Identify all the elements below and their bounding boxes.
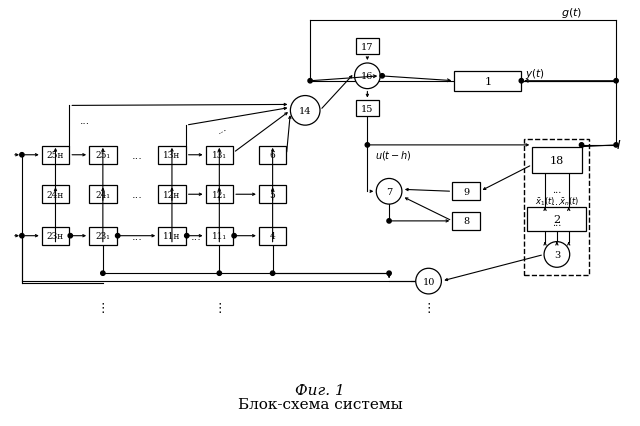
- Bar: [527, 207, 586, 231]
- Text: 13₁: 13₁: [212, 151, 227, 160]
- Text: 25н: 25н: [47, 151, 64, 160]
- Circle shape: [271, 271, 275, 276]
- Text: Фиг. 1: Фиг. 1: [295, 383, 345, 397]
- Bar: [356, 101, 380, 117]
- Bar: [205, 147, 233, 164]
- Text: 17: 17: [361, 43, 374, 52]
- Bar: [42, 147, 69, 164]
- Bar: [454, 72, 522, 92]
- Bar: [158, 186, 186, 204]
- Circle shape: [291, 96, 320, 126]
- Circle shape: [614, 79, 618, 84]
- Text: ...: ...: [191, 231, 202, 241]
- Bar: [524, 140, 589, 276]
- Bar: [158, 227, 186, 245]
- Circle shape: [115, 234, 120, 238]
- Text: ...: ...: [552, 219, 561, 228]
- Circle shape: [519, 79, 524, 84]
- Text: $\mathit{g}(t)$: $\mathit{g}(t)$: [561, 6, 582, 20]
- Circle shape: [387, 219, 391, 224]
- Text: 24н: 24н: [47, 190, 64, 199]
- Circle shape: [232, 234, 236, 238]
- Circle shape: [20, 234, 24, 238]
- Circle shape: [68, 234, 72, 238]
- Bar: [158, 147, 186, 164]
- Text: 12₁: 12₁: [212, 190, 227, 199]
- Text: 25₁: 25₁: [95, 151, 110, 160]
- Text: ...: ...: [552, 197, 561, 207]
- Bar: [452, 183, 480, 201]
- Circle shape: [100, 271, 105, 276]
- Circle shape: [614, 144, 618, 148]
- Text: 18: 18: [550, 155, 564, 165]
- Circle shape: [579, 144, 584, 148]
- Circle shape: [416, 269, 442, 294]
- Text: ...: ...: [132, 190, 143, 200]
- Circle shape: [308, 79, 312, 84]
- Text: $\mathit{I}$: $\mathit{I}$: [616, 139, 621, 152]
- Bar: [89, 227, 116, 245]
- Circle shape: [376, 179, 402, 204]
- Bar: [42, 186, 69, 204]
- Bar: [205, 227, 233, 245]
- Text: 10: 10: [422, 277, 435, 286]
- Text: ...: ...: [80, 116, 90, 126]
- Bar: [259, 186, 287, 204]
- Bar: [89, 186, 116, 204]
- Text: 7: 7: [386, 187, 392, 196]
- Circle shape: [20, 153, 24, 158]
- Text: 11₁: 11₁: [212, 232, 227, 241]
- Text: 16: 16: [361, 72, 374, 81]
- Bar: [259, 147, 287, 164]
- Circle shape: [217, 271, 221, 276]
- Text: 6: 6: [269, 151, 275, 160]
- Text: 4: 4: [269, 232, 275, 241]
- Bar: [205, 186, 233, 204]
- Text: $u(t-h)$: $u(t-h)$: [375, 149, 412, 162]
- Text: 8: 8: [463, 217, 469, 226]
- Bar: [89, 147, 116, 164]
- Text: 3: 3: [554, 250, 560, 259]
- Text: Блок-схема системы: Блок-схема системы: [237, 397, 403, 412]
- Text: 5: 5: [269, 190, 276, 199]
- Text: 2: 2: [554, 214, 561, 225]
- Text: ⋮: ⋮: [213, 302, 225, 314]
- Circle shape: [184, 234, 189, 238]
- Circle shape: [544, 242, 570, 268]
- Text: ⋮: ⋮: [97, 302, 109, 314]
- Circle shape: [380, 75, 385, 79]
- Bar: [259, 227, 287, 245]
- Text: $\bar{x}_1(t)$: $\bar{x}_1(t)$: [535, 196, 556, 208]
- Text: ...: ...: [132, 150, 143, 160]
- Circle shape: [387, 271, 391, 276]
- Text: 12н: 12н: [163, 190, 180, 199]
- Text: 23₁: 23₁: [95, 232, 110, 241]
- Circle shape: [365, 144, 369, 148]
- Text: 13н: 13н: [163, 151, 180, 160]
- Circle shape: [355, 64, 380, 89]
- Text: ...: ...: [132, 231, 143, 241]
- Text: 9: 9: [463, 187, 469, 196]
- Text: ...: ...: [214, 122, 228, 135]
- Text: 24₁: 24₁: [95, 190, 110, 199]
- Text: 23н: 23н: [47, 232, 64, 241]
- Bar: [452, 213, 480, 230]
- Text: 14: 14: [299, 106, 312, 115]
- Bar: [356, 39, 380, 55]
- Text: $\mathit{y}(t)$: $\mathit{y}(t)$: [525, 67, 545, 81]
- Text: ...: ...: [552, 186, 561, 195]
- Text: 11н: 11н: [163, 232, 180, 241]
- Text: ⋮: ⋮: [422, 302, 435, 314]
- Bar: [42, 227, 69, 245]
- Text: 15: 15: [361, 105, 374, 114]
- Text: 1: 1: [484, 77, 492, 86]
- Text: $\bar{x}_n(t)$: $\bar{x}_n(t)$: [559, 196, 579, 208]
- Bar: [532, 147, 582, 173]
